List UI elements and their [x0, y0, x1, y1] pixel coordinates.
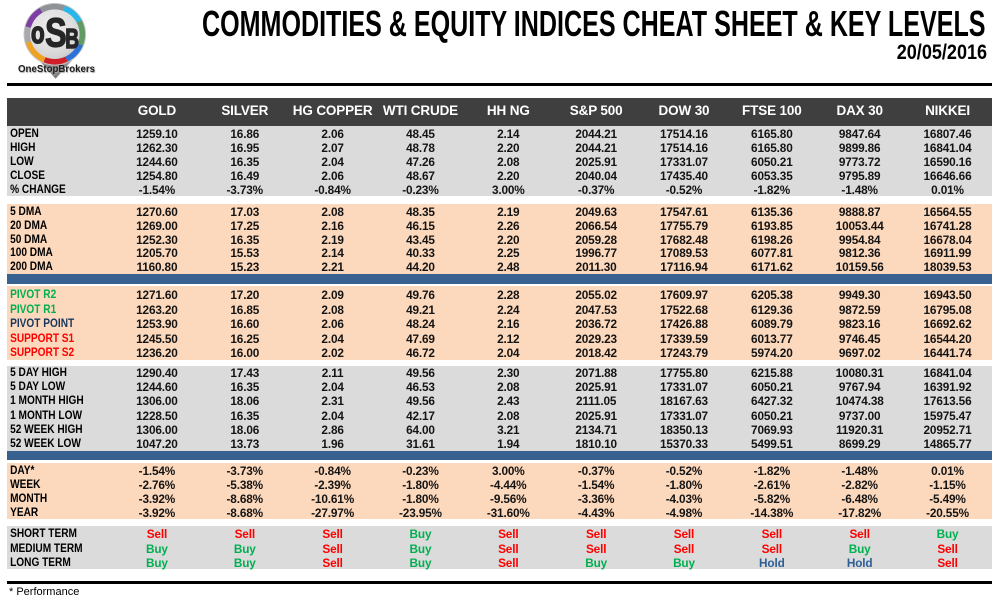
- svg-text:B: B: [65, 23, 79, 55]
- svg-text:S: S: [45, 10, 67, 55]
- svg-text:o: o: [31, 16, 45, 50]
